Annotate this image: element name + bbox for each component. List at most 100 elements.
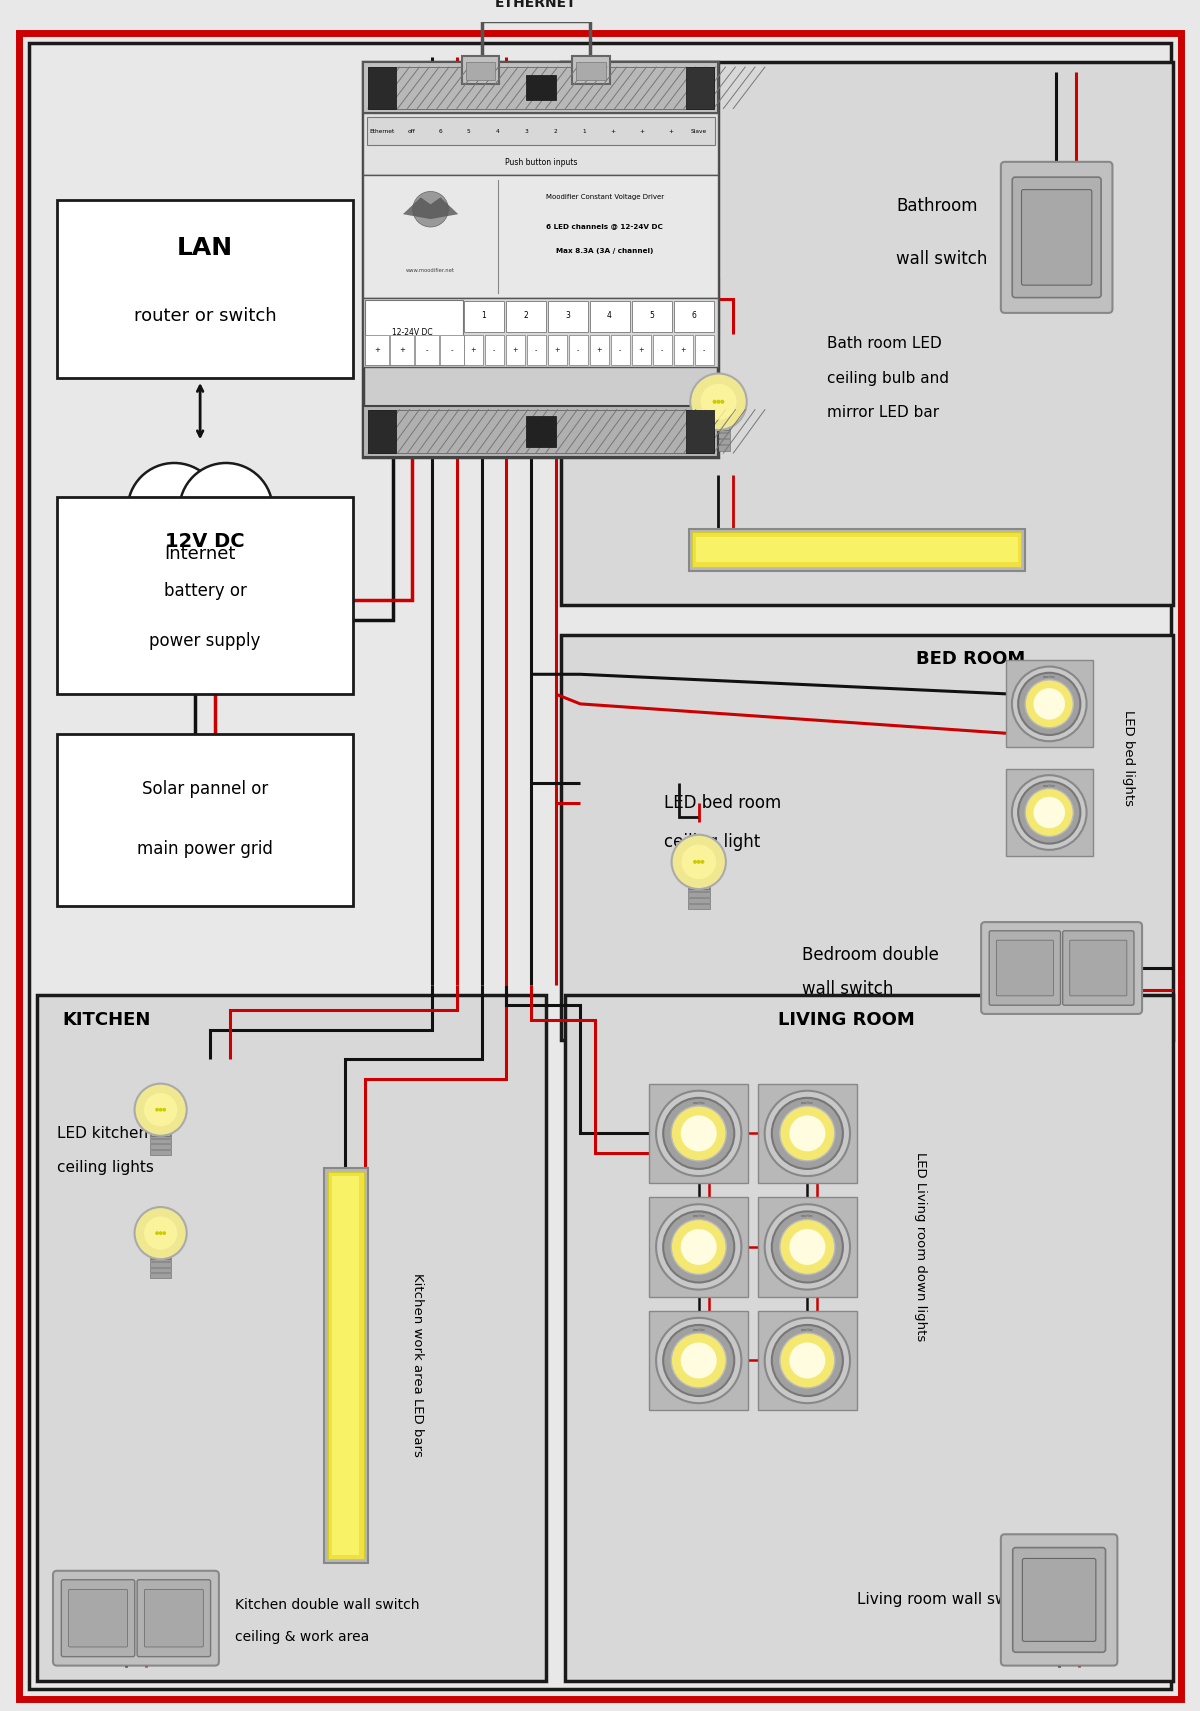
Circle shape — [680, 1228, 716, 1264]
Text: battery or: battery or — [163, 582, 246, 601]
Text: LED Living room down lights: LED Living room down lights — [914, 1152, 928, 1341]
Bar — [757, 1083, 857, 1184]
Bar — [576, 62, 606, 80]
Circle shape — [162, 1107, 166, 1112]
Bar — [688, 898, 709, 903]
Circle shape — [1012, 775, 1086, 850]
Circle shape — [1012, 667, 1086, 741]
Circle shape — [790, 1343, 826, 1379]
Bar — [332, 1175, 359, 1555]
Text: 3: 3 — [524, 128, 528, 133]
FancyBboxPatch shape — [53, 1571, 218, 1665]
Circle shape — [413, 192, 449, 228]
Text: wall switch: wall switch — [896, 250, 988, 269]
Bar — [649, 1083, 749, 1184]
FancyBboxPatch shape — [996, 939, 1054, 996]
Bar — [692, 532, 1021, 568]
Circle shape — [780, 1105, 835, 1160]
FancyBboxPatch shape — [1001, 1535, 1117, 1665]
FancyBboxPatch shape — [989, 931, 1061, 1006]
Bar — [368, 67, 714, 108]
Text: Max 8.3A (3A / channel): Max 8.3A (3A / channel) — [556, 248, 654, 255]
Circle shape — [664, 1324, 734, 1396]
Circle shape — [155, 1232, 158, 1235]
Circle shape — [158, 1107, 162, 1112]
Bar — [757, 1198, 857, 1297]
Circle shape — [716, 400, 720, 404]
Text: ceiling & work area: ceiling & work area — [235, 1631, 368, 1644]
Text: +: + — [680, 347, 685, 352]
Text: 5: 5 — [467, 128, 470, 133]
Text: 2: 2 — [553, 128, 557, 133]
Bar — [649, 1311, 749, 1410]
Bar — [695, 335, 714, 364]
Text: Kitchen double wall switch: Kitchen double wall switch — [235, 1598, 419, 1612]
Bar — [560, 635, 1172, 1040]
Text: 5: 5 — [649, 311, 654, 320]
Bar — [707, 440, 730, 445]
Text: Living room wall switch: Living room wall switch — [857, 1593, 1036, 1607]
Bar — [364, 62, 719, 113]
Circle shape — [162, 1232, 166, 1235]
Text: LED kitchen: LED kitchen — [56, 1126, 148, 1141]
Bar — [365, 299, 462, 364]
Circle shape — [110, 525, 176, 592]
Circle shape — [772, 1324, 842, 1396]
Text: www.Haro: www.Haro — [692, 1328, 704, 1331]
Text: +: + — [611, 128, 616, 133]
Circle shape — [790, 1116, 826, 1152]
Bar — [150, 1268, 172, 1273]
Bar — [653, 335, 672, 364]
Bar — [151, 1126, 170, 1136]
Bar — [696, 537, 1018, 563]
Bar — [150, 1138, 172, 1143]
FancyBboxPatch shape — [1021, 190, 1092, 286]
Circle shape — [671, 1333, 726, 1388]
Circle shape — [680, 1116, 716, 1152]
Circle shape — [209, 503, 295, 590]
Text: Slave: Slave — [691, 128, 707, 133]
FancyBboxPatch shape — [1013, 178, 1102, 298]
Circle shape — [144, 1093, 178, 1126]
Bar — [1006, 660, 1093, 748]
Bar — [150, 1273, 172, 1278]
Text: Moodifier Constant Voltage Driver: Moodifier Constant Voltage Driver — [546, 193, 664, 200]
FancyBboxPatch shape — [68, 1590, 127, 1648]
Bar — [560, 62, 1172, 606]
Bar — [150, 1133, 172, 1138]
Circle shape — [1025, 789, 1073, 837]
Circle shape — [697, 861, 701, 864]
Bar — [368, 409, 396, 453]
Text: ceiling bulb and: ceiling bulb and — [827, 371, 949, 385]
Bar — [365, 335, 389, 364]
Bar — [757, 1311, 857, 1410]
Circle shape — [720, 400, 725, 404]
Text: www.moodifier.net: www.moodifier.net — [406, 269, 455, 274]
Text: Solar pannel or: Solar pannel or — [142, 780, 268, 797]
Circle shape — [764, 1317, 850, 1403]
Circle shape — [1018, 672, 1080, 736]
Polygon shape — [403, 197, 458, 219]
Text: 1: 1 — [481, 311, 486, 320]
Text: Bathroom: Bathroom — [896, 197, 978, 216]
FancyBboxPatch shape — [137, 1579, 210, 1656]
Text: BATH ROOM: BATH ROOM — [586, 77, 707, 96]
Bar — [649, 1198, 749, 1297]
Text: 12V DC: 12V DC — [166, 532, 245, 551]
Bar — [631, 301, 672, 332]
Text: -: - — [426, 347, 428, 352]
Bar — [324, 1169, 368, 1562]
Text: Ethernet: Ethernet — [370, 128, 395, 133]
Bar — [150, 1150, 172, 1155]
Text: mirror LED bar: mirror LED bar — [827, 406, 940, 421]
Circle shape — [701, 383, 737, 419]
Bar — [565, 996, 1172, 1682]
Bar — [439, 335, 463, 364]
Text: www.Haro: www.Haro — [1043, 674, 1056, 679]
Bar — [673, 335, 692, 364]
Text: +: + — [512, 347, 518, 352]
Text: ceiling light: ceiling light — [664, 833, 761, 850]
Text: ceiling lights: ceiling lights — [56, 1160, 154, 1175]
Bar — [56, 200, 353, 378]
Bar — [631, 335, 650, 364]
